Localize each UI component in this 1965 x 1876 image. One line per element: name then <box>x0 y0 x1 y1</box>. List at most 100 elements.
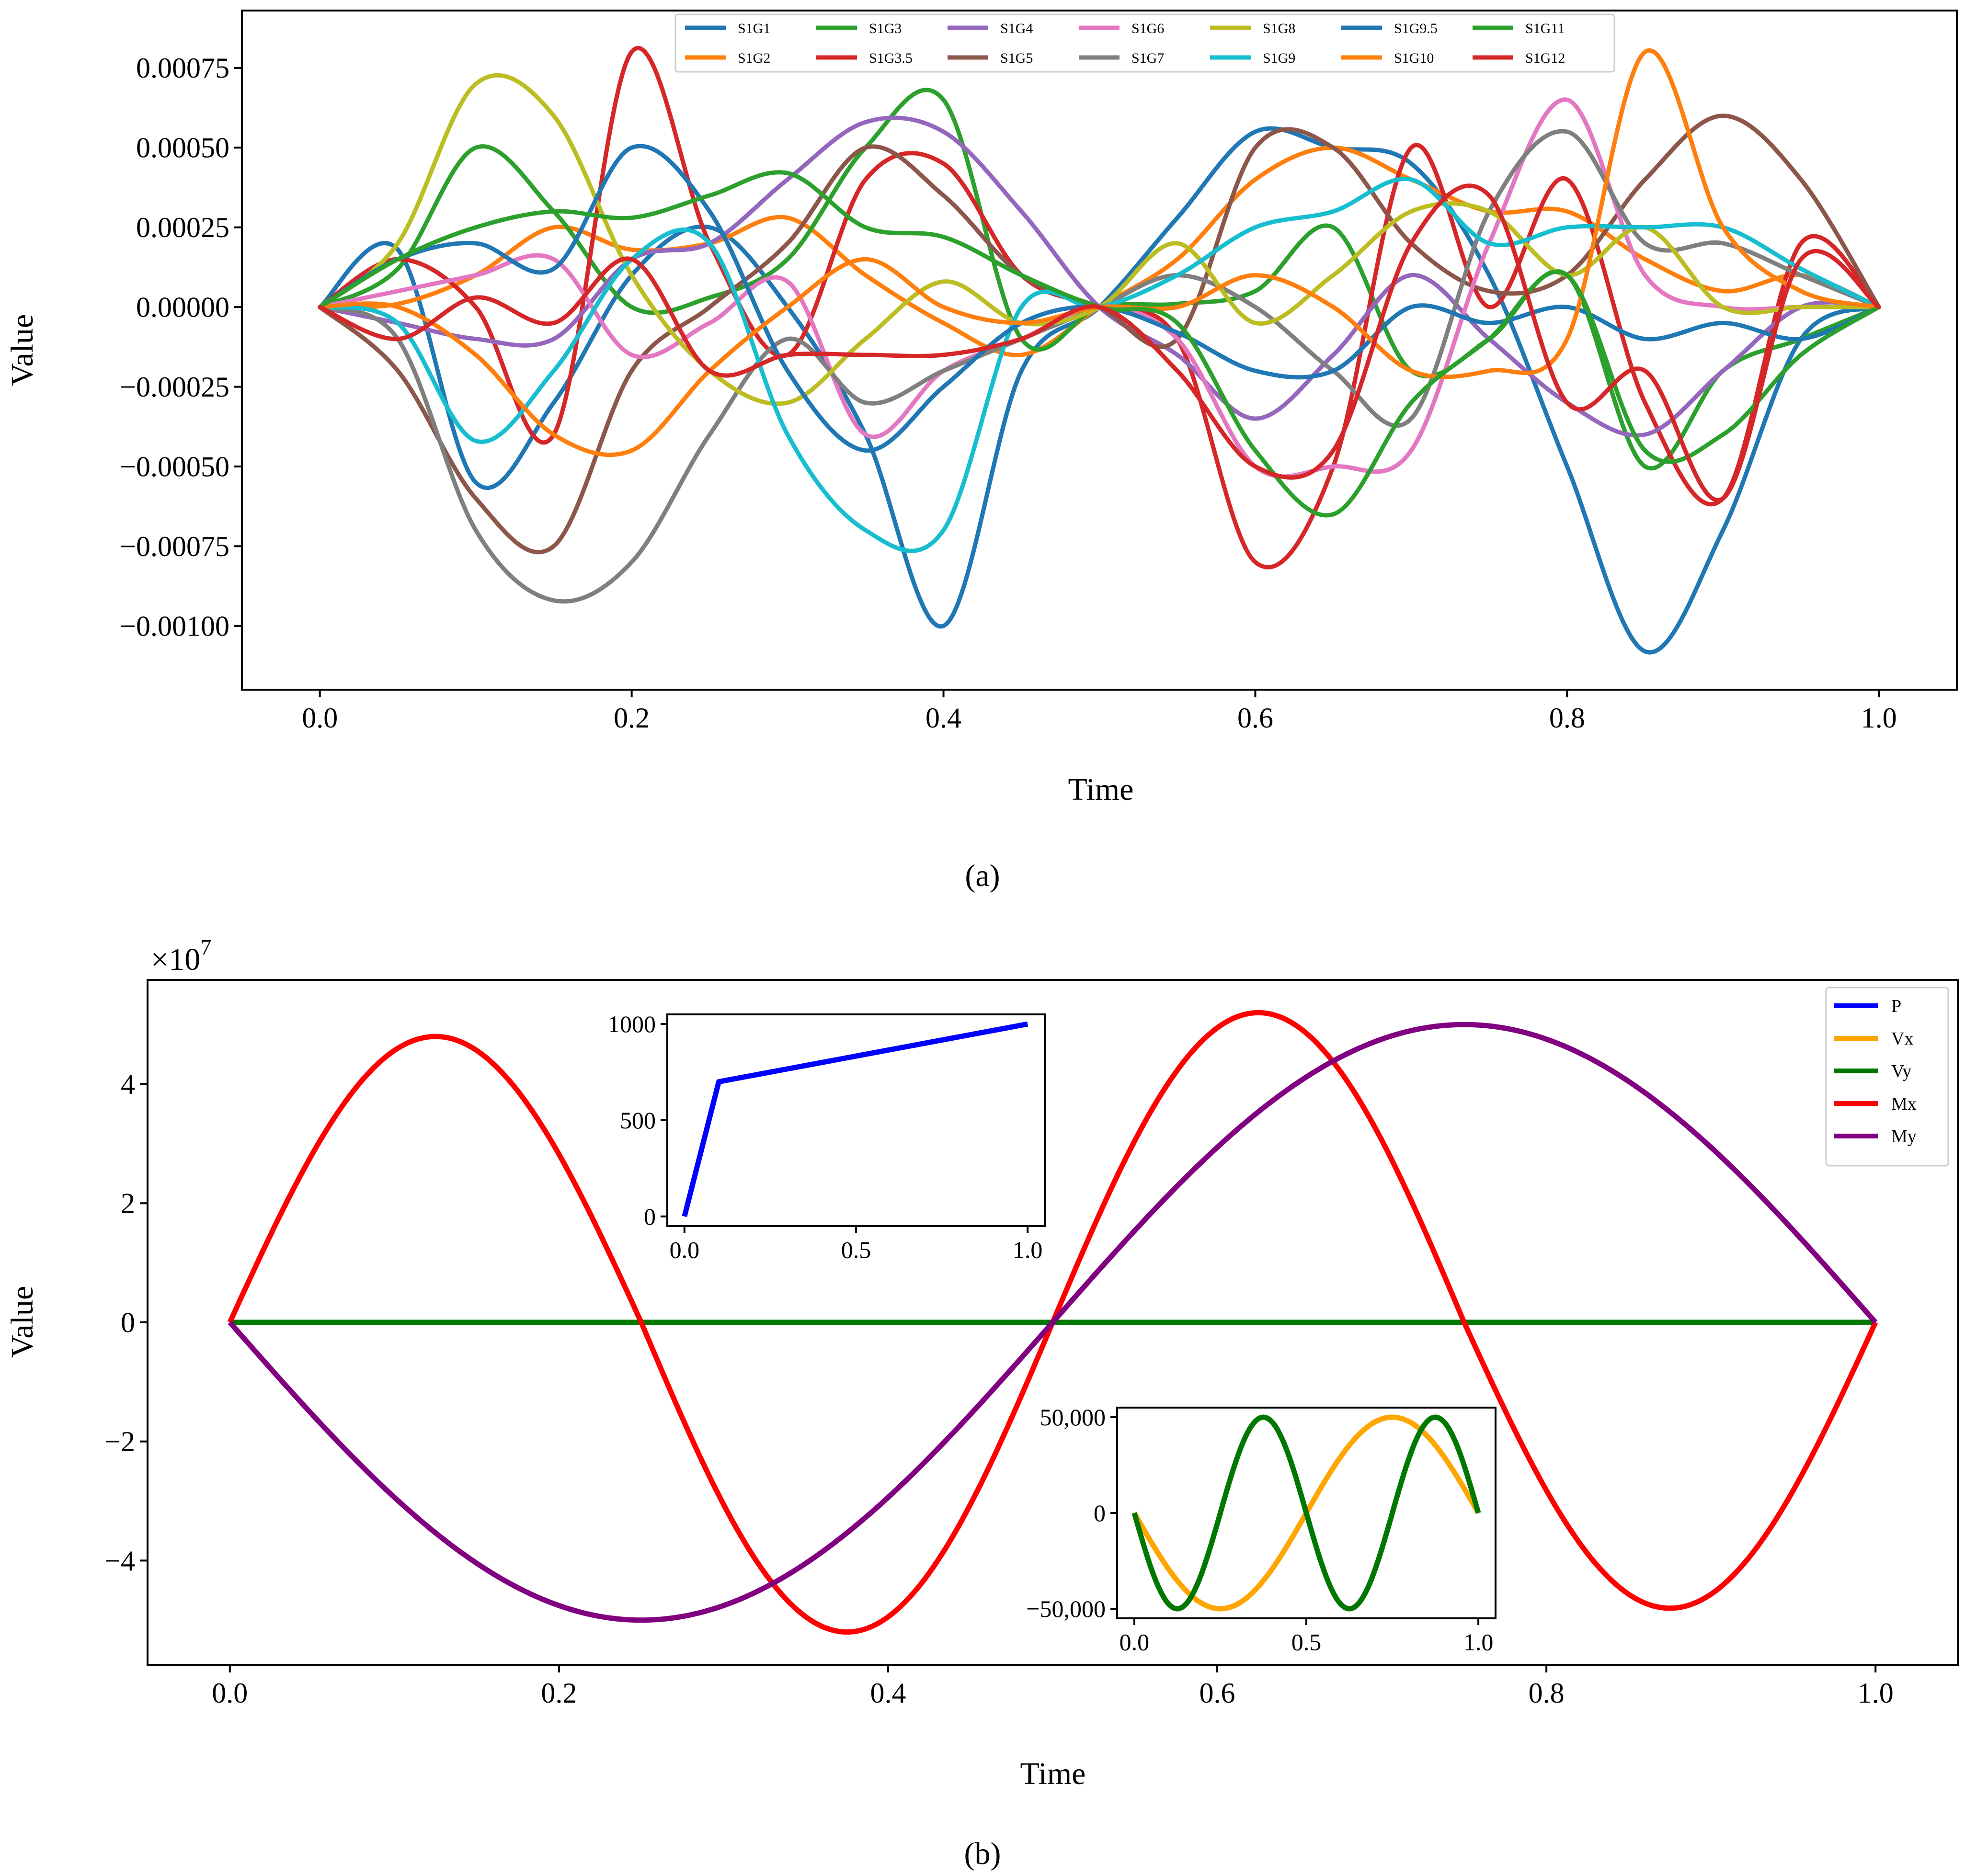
panel-a-xtick-label: 0.4 <box>925 702 961 734</box>
inset-top-background <box>667 1014 1045 1226</box>
inset-top-series-group <box>682 1021 1028 1217</box>
inset-bottom-series-vy <box>1131 1414 1481 1612</box>
panel-a-xtick-label: 0.6 <box>1237 702 1273 734</box>
series-line-s1g5 <box>318 114 1881 555</box>
panel-b-xtick-label: 0.8 <box>1529 1677 1565 1709</box>
inset-top-xtick-label: 0.5 <box>841 1237 871 1263</box>
series-line-s1g7 <box>318 129 1881 604</box>
panel-a-xtick-label: 1.0 <box>1861 702 1897 734</box>
legend-a-label-s1g9-5: S1G9.5 <box>1394 21 1438 36</box>
caption-a: (a) <box>965 858 1000 893</box>
legend-b-label-mx: Mx <box>1891 1094 1917 1114</box>
legend-b-label-my: My <box>1891 1126 1917 1147</box>
inset-bottom-chart: 50,000 0 −50,000 0.0 0.5 1.0 <box>1026 1404 1497 1656</box>
panel-b-xtick-label: 0.6 <box>1200 1677 1235 1709</box>
panel-a-xlabel: Time <box>1068 772 1134 807</box>
legend-a-label-s1g3-5: S1G3.5 <box>869 50 913 66</box>
legend-a-label-s1g10: S1G10 <box>1394 50 1434 66</box>
panel-a-series-group <box>318 46 1881 655</box>
panel-a-x-ticks: 0.0 0.2 0.4 0.6 0.8 1.0 <box>302 690 1897 734</box>
inset-top-ytick-label: 1000 <box>608 1011 656 1037</box>
panel-b-legend-box <box>1825 987 1949 1167</box>
legend-a-label-s1g6: S1G6 <box>1131 21 1164 36</box>
series-line-s1g1 <box>318 126 1881 655</box>
panel-b-ytick-label: 0 <box>121 1307 135 1338</box>
inset-bottom-xtick-label: 1.0 <box>1463 1629 1494 1656</box>
panel-b-legend: P Vx Vy Mx My <box>1825 987 1949 1167</box>
series-line-s1g12 <box>318 183 1881 502</box>
panel-b-ytick-label: −4 <box>104 1545 135 1577</box>
legend-a-label-s1g3: S1G3 <box>869 21 902 36</box>
inset-top-series-p <box>682 1021 1028 1217</box>
panel-a-ytick-label: −0.00050 <box>120 451 229 482</box>
series-line-my <box>228 1022 1878 1623</box>
legend-a-label-s1g8: S1G8 <box>1263 21 1295 36</box>
panel-b-x-ticks: 0.0 0.2 0.4 0.6 0.8 1.0 <box>212 1665 1894 1709</box>
panel-b-xtick-label: 0.4 <box>870 1677 906 1709</box>
panel-b-y-ticks: 4 2 0 −2 −4 <box>104 1069 148 1577</box>
legend-b-label-vy: Vy <box>1891 1061 1911 1081</box>
inset-top-ytick-label: 500 <box>620 1107 656 1134</box>
legend-a-label-s1g11: S1G11 <box>1525 21 1565 36</box>
panel-b-xlabel: Time <box>1020 1756 1086 1791</box>
legend-a-label-s1g4: S1G4 <box>1000 21 1033 36</box>
panel-a-ytick-label: −0.00075 <box>120 531 229 562</box>
panel-b-offset-base: ×10 <box>151 942 200 977</box>
inset-top-y-ticks: 1000 500 0 <box>608 1011 667 1230</box>
panel-a-chart: 0.00075 0.00050 0.00025 0.00000 −0.00025 −0.0… <box>5 10 1958 807</box>
panel-a-ytick-label: −0.00025 <box>120 371 229 403</box>
series-line-s1g8 <box>318 73 1881 406</box>
panel-b-ytick-label: 4 <box>121 1069 135 1100</box>
inset-bottom-ytick-label: −50,000 <box>1026 1595 1106 1622</box>
inset-bottom-x-ticks: 0.0 0.5 1.0 <box>1120 1618 1494 1656</box>
legend-a-label-s1g1: S1G1 <box>738 21 770 36</box>
series-line-s1g3 <box>318 88 1881 471</box>
panel-a-ytick-label: 0.00075 <box>136 52 229 84</box>
inset-bottom-y-ticks: 50,000 0 −50,000 <box>1026 1404 1117 1622</box>
inset-bottom-series-group <box>1131 1414 1481 1612</box>
panel-b-xtick-label: 0.0 <box>212 1677 248 1709</box>
inset-bottom-ytick-label: 50,000 <box>1040 1404 1106 1431</box>
panel-a-legend: S1G1 S1G2 S1G3 S1G3.5 S1G4 S1G5 S1G6 S1G7 S1G8 S1… <box>674 13 1615 73</box>
panel-a-xtick-label: 0.2 <box>614 702 650 734</box>
panel-b-xtick-label: 1.0 <box>1858 1677 1894 1709</box>
panel-a-y-ticks: 0.00075 0.00050 0.00025 0.00000 −0.00025 −0.0… <box>120 52 242 642</box>
panel-b-offset-text: ×107 <box>151 935 211 977</box>
panel-a-ytick-label: 0.00000 <box>136 292 229 323</box>
panel-a-frame <box>241 10 1958 691</box>
series-line-s1g3-5 <box>318 46 1881 569</box>
legend-a-label-s1g9: S1G9 <box>1263 50 1295 66</box>
panel-a-ytick-label: −0.00100 <box>120 610 229 642</box>
panel-a-ytick-label: 0.00050 <box>136 132 229 164</box>
series-line-s1g11 <box>318 170 1881 518</box>
inset-bottom-xtick-label: 0.0 <box>1120 1629 1150 1656</box>
inset-top-xtick-label: 0.0 <box>670 1237 700 1263</box>
inset-top-xtick-label: 1.0 <box>1013 1237 1043 1263</box>
series-line-s1g10 <box>318 48 1881 457</box>
panel-b-offset-exponent: 7 <box>200 935 211 959</box>
panel-b-chart: 4 2 0 −2 −4 0.0 0.2 0.4 0.6 0.8 1.0 ×107 Time Val… <box>5 935 1959 1791</box>
legend-a-label-s1g7: S1G7 <box>1131 50 1164 66</box>
panel-b-series-group <box>227 1010 1878 1635</box>
panel-b-xtick-label: 0.2 <box>541 1677 577 1709</box>
inset-top-x-ticks: 0.0 0.5 1.0 <box>670 1226 1043 1263</box>
panel-a-ytick-label: 0.00025 <box>136 212 229 243</box>
legend-a-label-s1g2: S1G2 <box>738 50 770 66</box>
series-line-s1g6 <box>318 97 1881 479</box>
legend-b-label-p: P <box>1891 996 1901 1016</box>
panel-b-ylabel: Value <box>5 1286 40 1358</box>
series-line-s1g9-5 <box>318 144 1881 453</box>
inset-bottom-xtick-label: 0.5 <box>1291 1629 1322 1656</box>
panel-a-ylabel: Value <box>5 314 40 386</box>
inset-bottom-ytick-label: 0 <box>1094 1500 1106 1526</box>
legend-a-label-s1g5: S1G5 <box>1000 50 1033 66</box>
inset-top-chart: 1000 500 0 0.0 0.5 1.0 <box>608 1011 1046 1263</box>
inset-top-ytick-label: 0 <box>644 1203 656 1230</box>
panel-b-ytick-label: −2 <box>104 1426 135 1457</box>
legend-b-label-vx: Vx <box>1891 1029 1913 1049</box>
caption-b: (b) <box>964 1836 1001 1871</box>
series-line-s1g9 <box>318 176 1881 553</box>
panel-a-xtick-label: 0.8 <box>1549 702 1585 734</box>
legend-a-label-s1g12: S1G12 <box>1525 50 1565 66</box>
